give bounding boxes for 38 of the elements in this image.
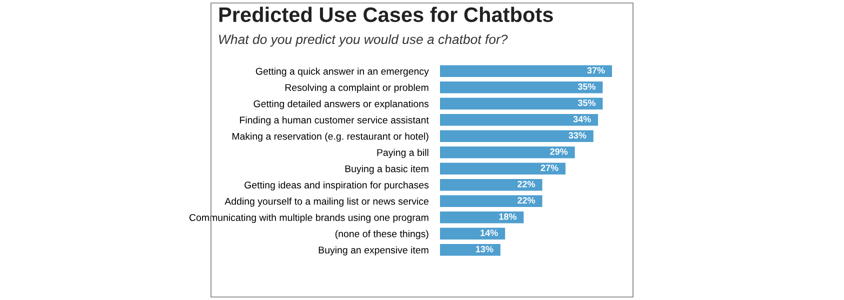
y-tick-label: Getting ideas and inspiration for purchases [244, 181, 429, 190]
y-tick-label: Getting a quick answer in an emergency [256, 68, 429, 77]
chart-title: Predicted Use Cases for Chatbots [219, 6, 553, 22]
y-tick-label: Buying a basic item [345, 165, 428, 174]
bar [440, 162, 566, 174]
y-tick-label: Finding a human customer service assistant [240, 116, 429, 126]
data-label: 33% [568, 132, 586, 139]
y-tick-label: Getting detailed answers or explanations [254, 100, 429, 110]
bar [440, 146, 575, 158]
data-label: 22% [518, 197, 536, 204]
data-label: 13% [476, 246, 494, 252]
bar [440, 244, 500, 256]
y-tick-label: Buying an expensive item [318, 246, 428, 256]
data-label: 34% [573, 116, 591, 122]
data-label: 14% [480, 230, 498, 236]
y-tick-label: Making a reservation (e.g. restaurant or hotel) [232, 132, 428, 142]
y-tick-label: Adding yourself to a mailing list or news service [224, 198, 428, 207]
y-tick-label: Resolving a complaint or problem [285, 84, 428, 93]
bar [440, 114, 598, 126]
y-tick-label: Communicating with multiple brands using one program [189, 214, 428, 223]
y-tick-label: Paying a bill [377, 148, 428, 158]
bar [440, 195, 542, 207]
bar [440, 82, 603, 94]
bar [440, 228, 506, 240]
bar [440, 212, 524, 224]
data-label: 18% [499, 213, 517, 220]
data-label: 22% [518, 180, 536, 188]
bar [440, 130, 594, 142]
data-label: 29% [550, 148, 568, 155]
data-label: 35% [578, 83, 596, 90]
y-tick-label: (none of these things) [335, 230, 428, 240]
data-label: 37% [587, 67, 605, 74]
bar [440, 98, 603, 110]
bar [440, 65, 612, 77]
chart-subtitle: What do you predict you would use a chatbot for? [219, 34, 508, 47]
data-label: 27% [540, 164, 558, 172]
bar [440, 179, 542, 191]
data-label: 35% [578, 100, 596, 106]
